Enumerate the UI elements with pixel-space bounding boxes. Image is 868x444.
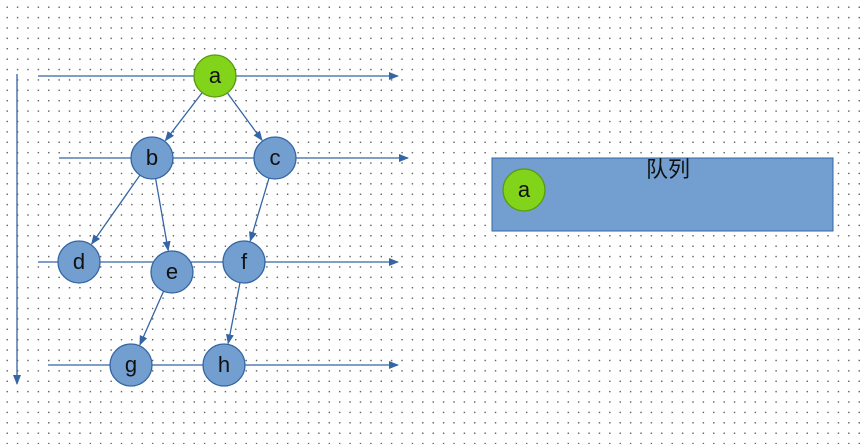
node-circle-c <box>253 136 297 180</box>
edge-e-g <box>139 290 165 346</box>
node-g: g <box>109 343 153 387</box>
node-h: h <box>202 343 246 387</box>
node-label-d: d <box>73 249 85 274</box>
edge-a-b <box>164 92 203 142</box>
edge-b-e <box>154 178 171 252</box>
node-c: c <box>253 136 297 180</box>
node-a: a <box>193 54 237 98</box>
queue-item-circle <box>502 168 546 212</box>
node-label-a: a <box>209 63 222 88</box>
node-circle-g <box>109 343 153 387</box>
queue-item-label: a <box>518 177 531 202</box>
edge-f-h <box>225 282 241 345</box>
node-label-f: f <box>241 249 248 274</box>
node-e: e <box>150 250 194 294</box>
node-circle-a <box>193 54 237 98</box>
node-circle-b <box>130 136 174 180</box>
node-label-e: e <box>166 259 178 284</box>
queue-title: 队列 <box>646 158 690 183</box>
node-label-g: g <box>125 352 137 377</box>
node-label-c: c <box>270 145 281 170</box>
tree-edges <box>91 92 270 346</box>
edge-b-d <box>91 174 141 245</box>
node-circle-h <box>202 343 246 387</box>
queue-items: a <box>502 168 546 212</box>
node-circle-e <box>150 250 194 294</box>
node-b: b <box>130 136 174 180</box>
queue-panel: 队列 a <box>491 157 834 232</box>
queue-box <box>491 157 834 232</box>
node-f: f <box>222 240 266 284</box>
queue-item-1: a <box>502 168 546 212</box>
tree-nodes: a b c d e f g h <box>57 54 297 387</box>
level-lines <box>38 72 409 369</box>
node-label-h: h <box>218 352 230 377</box>
node-d: d <box>57 240 101 284</box>
node-circle-d <box>57 240 101 284</box>
node-label-b: b <box>146 145 158 170</box>
node-circle-f <box>222 240 266 284</box>
edge-c-f <box>249 177 270 242</box>
edge-a-c <box>226 92 263 142</box>
